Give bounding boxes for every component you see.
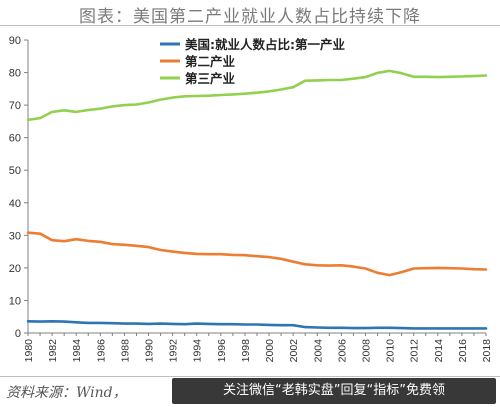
footer-rule	[0, 376, 500, 377]
legend-label-2: 第二产业	[185, 54, 236, 69]
chart-axes: 0 10 20 30 40 50 60 70 80 90 1980 1982 1984 1986 1988 1…	[9, 35, 493, 362]
x-tick-label: 1986	[95, 339, 107, 363]
y-tick-label: 40	[9, 198, 21, 210]
source-note: 资料来源：Wind，	[6, 385, 127, 401]
y-tick-label: 60	[9, 133, 21, 145]
watermark-banner: 关注微信“老韩实盘”回复“指标”免费领	[172, 378, 496, 404]
legend-label-1: 美国:就业人数占比:第一产业	[185, 37, 345, 52]
y-tick-label: 10	[9, 295, 21, 307]
legend-label-3: 第三产业	[185, 71, 236, 86]
y-tick-label: 80	[9, 68, 21, 80]
x-tick-label: 1998	[240, 339, 252, 363]
y-tick-label: 50	[9, 165, 21, 177]
series-line-1	[26, 319, 488, 330]
series-line-2	[26, 231, 488, 277]
y-tick-label: 20	[9, 263, 21, 275]
x-tick-label: 2010	[385, 339, 397, 363]
page-title: 图表：美国第二产业就业人数占比持续下降	[79, 7, 421, 27]
x-tick-label: 2006	[336, 339, 348, 363]
series-line-3	[26, 69, 488, 122]
x-tick-label: 1994	[192, 339, 204, 363]
y-tick-label: 0	[15, 328, 21, 340]
title-rule	[0, 25, 500, 26]
x-tick-label: 2018	[481, 339, 493, 363]
x-tick-label: 2016	[457, 339, 469, 363]
x-tick-label: 1984	[71, 339, 83, 363]
y-tick-label: 90	[9, 35, 21, 47]
x-tick-label: 1980	[23, 339, 35, 363]
line-chart: 0 10 20 30 40 50 60 70 80 90 1980 1982 1984 1986 1988 1…	[9, 35, 493, 362]
x-tick-label: 2000	[264, 339, 276, 363]
x-tick-label: 1988	[119, 339, 131, 363]
x-tick-label: 1990	[144, 339, 156, 363]
x-tick-label: 2012	[409, 339, 421, 363]
x-tick-label: 2014	[433, 339, 445, 363]
x-tick-label: 2002	[288, 339, 300, 363]
chart-series	[26, 69, 488, 330]
y-tick-label: 70	[9, 100, 21, 112]
x-tick-label: 1992	[168, 339, 180, 363]
x-tick-label: 2008	[360, 339, 372, 363]
y-tick-label: 30	[9, 230, 21, 242]
x-tick-label: 2004	[312, 339, 324, 363]
x-tick-label: 1996	[216, 339, 228, 363]
x-tick-label: 1982	[47, 339, 59, 363]
